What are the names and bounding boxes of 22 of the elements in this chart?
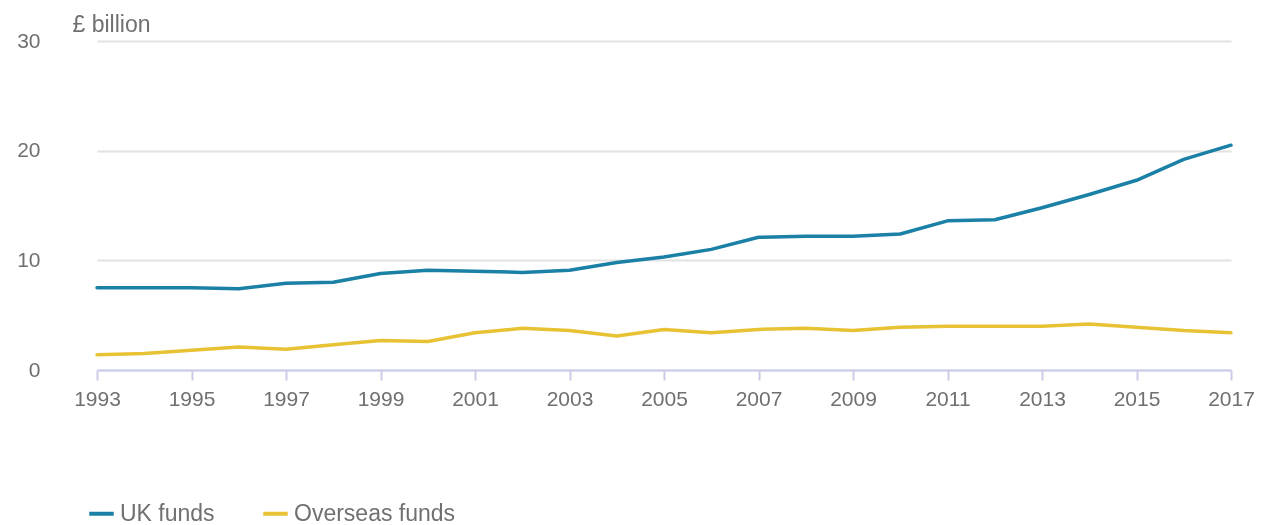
x-tick-label: 2015 [1113, 386, 1161, 410]
x-tick-label: 2007 [735, 386, 783, 410]
x-tick-label: 2001 [452, 386, 499, 410]
y-axis-title: £ billion [72, 10, 151, 37]
line-series [95, 322, 1233, 357]
x-tick-label: 2003 [546, 386, 594, 410]
x-tick-label: 2011 [925, 386, 971, 410]
x-tick-label: 2017 [1208, 386, 1255, 410]
x-tick-label: 1995 [168, 386, 216, 410]
line-series [95, 143, 1233, 291]
y-tick-label: 0 [28, 357, 41, 381]
x-tick-label: 2013 [1019, 386, 1066, 410]
legend-label: UK funds [120, 499, 215, 525]
y-tick-label: 20 [17, 138, 41, 162]
x-tick-label: 1999 [357, 386, 405, 410]
x-tick-label: 2009 [830, 386, 877, 410]
x-tick-label: 1993 [74, 386, 121, 410]
x-tick-label: 2005 [641, 386, 688, 410]
legend-label: Overseas funds [294, 499, 456, 525]
x-tick-label: 1997 [263, 386, 310, 410]
y-tick-label: 30 [17, 28, 41, 52]
y-tick-label: 10 [17, 247, 41, 271]
